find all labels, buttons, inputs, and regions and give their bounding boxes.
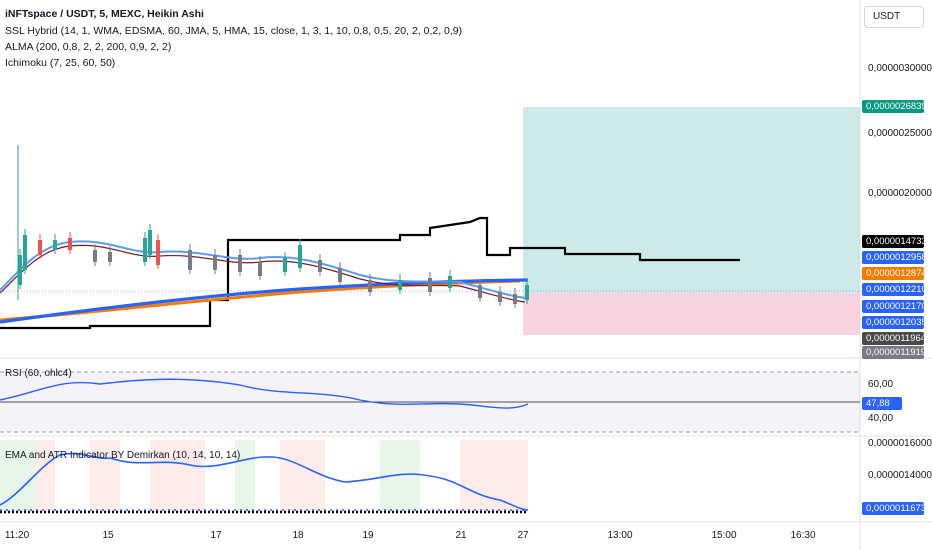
candle-body (143, 238, 147, 262)
time-axis-label: 11:20 (4, 530, 30, 541)
candle-body (213, 255, 217, 270)
candle-body (525, 285, 529, 300)
price-tag-low: 0,0000011919 (862, 346, 924, 359)
ema-atr-zone (35, 440, 55, 512)
price-tag-ichimoku: 0,0000014733 (862, 235, 924, 248)
candle-body (38, 240, 42, 255)
candle-body (498, 292, 502, 302)
time-axis-label: 13:00 (607, 530, 633, 541)
time-axis-label: 15:00 (711, 530, 737, 541)
candle-body (283, 258, 287, 272)
candle-body (188, 250, 192, 270)
price-axis-label: 0,0000020000 (868, 188, 932, 199)
loss-zone (523, 293, 860, 335)
price-tag-alma: 0,0000012874 (862, 267, 924, 280)
price-axis-label: 0,0000030000 (868, 63, 932, 74)
price-tag-last-price: 0,0000012170 (862, 300, 924, 313)
ema-atr-zone (280, 440, 325, 512)
candle-body (68, 238, 72, 250)
candle-body (428, 278, 432, 292)
candle-body (338, 268, 342, 282)
candle-body (238, 255, 242, 272)
ssl-band-lower (0, 244, 526, 303)
symbol-title: iNFTspace / USDT, 5, MEXC, Heikin Ashi (5, 8, 204, 20)
price-tag-stop: 0,0000011964 (862, 332, 924, 345)
ema-atr-zone (150, 440, 205, 512)
candle-body (258, 262, 262, 276)
candle-body (318, 260, 322, 272)
ichimoku-line (0, 216, 740, 330)
candle-body (108, 252, 112, 262)
currency-button[interactable]: USDT (864, 6, 924, 28)
price-tag-take-profit: 0,0000026839 (862, 100, 924, 113)
ema-atr-zone (90, 440, 120, 512)
candle-body (298, 245, 302, 268)
price-tag-ssl: 0,0000012958 (862, 251, 924, 264)
price-tag-ssl-baseline: 0,0000012210 (862, 283, 924, 296)
indicator-ssl-hybrid-legend[interactable]: SSL Hybrid (14, 1, WMA, EDSMA, 60, JMA, … (5, 25, 463, 37)
candle-body (23, 235, 27, 270)
indicator-ichimoku-legend[interactable]: Ichimoku (7, 25, 60, 50) (5, 57, 116, 69)
profit-zone (523, 107, 860, 293)
time-axis-label: 27 (517, 530, 529, 541)
candle-body (478, 285, 482, 298)
candle-body (18, 255, 22, 285)
alma-line (0, 279, 521, 322)
time-axis-label: 17 (210, 530, 222, 541)
candle-body (156, 240, 160, 265)
time-axis-label: 16:30 (790, 530, 816, 541)
rsi-line (0, 378, 529, 409)
ema-atr-legend[interactable]: EMA and ATR Indicator BY Demirkan (10, 1… (5, 450, 241, 461)
price-axis-label: 0,0000025000 (868, 128, 932, 139)
candle-body (368, 280, 372, 292)
candle-body (398, 280, 402, 290)
time-axis-label: 15 (102, 530, 114, 541)
ema-line (0, 452, 529, 511)
candle-body (513, 294, 517, 304)
rsi-legend[interactable]: RSI (60, ohlc4) (5, 368, 72, 379)
time-axis-label: 18 (292, 530, 304, 541)
rsi-value-tag: 47,88 (862, 397, 902, 410)
rsi-axis-label: 40,00 (868, 413, 894, 424)
time-axis-label: 19 (362, 530, 374, 541)
ema-atr-zone (460, 440, 528, 512)
rsi-axis-label: 60,00 (868, 379, 894, 390)
indicator-alma-legend[interactable]: ALMA (200, 0,8, 2, 2, 200, 0,9, 2, 2) (5, 41, 172, 53)
candle-body (148, 230, 152, 255)
time-axis-label: 21 (455, 530, 467, 541)
ema-atr-value-tag: 0,0000011673 (862, 502, 924, 515)
ema-atr-axis-label: 0,0000016000 (868, 438, 932, 449)
ssl-band-upper (0, 240, 526, 299)
candle-body (53, 240, 57, 250)
ema-atr-axis-label: 0,0000014000 (868, 470, 932, 481)
ema-atr-zone (0, 440, 35, 512)
price-tag-entry: 0,0000012035 (862, 316, 924, 329)
candle-body (93, 250, 97, 262)
candle-body (448, 276, 452, 288)
